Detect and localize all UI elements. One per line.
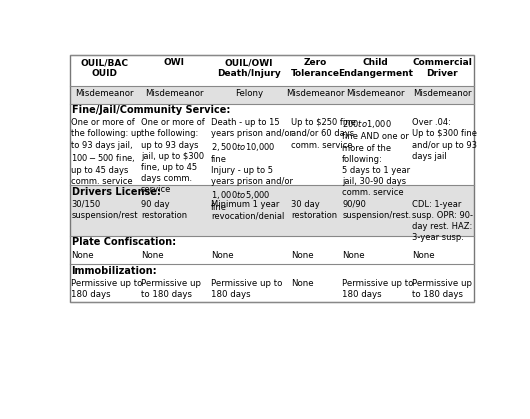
Text: OWI: OWI (164, 58, 185, 67)
Text: Misdemeanor: Misdemeanor (413, 89, 471, 98)
Text: 90/90
suspension/rest.: 90/90 suspension/rest. (342, 200, 411, 220)
Text: None: None (71, 251, 94, 260)
Text: Child
Endangerment: Child Endangerment (338, 58, 413, 78)
Text: 30/150
suspension/rest: 30/150 suspension/rest (71, 200, 138, 220)
Text: 90 day
restoration: 90 day restoration (141, 200, 187, 220)
Text: None: None (141, 251, 164, 260)
Bar (69, 264, 474, 277)
Bar (69, 277, 474, 302)
Bar (69, 86, 474, 104)
Text: Misdemeanor: Misdemeanor (145, 89, 204, 98)
Text: One or more of
the following: up
to 93 days jail,
$100-$500 fine,
up to 45 days
: One or more of the following: up to 93 d… (71, 118, 142, 186)
Text: OUIL/OWI
Death/Injury: OUIL/OWI Death/Injury (217, 58, 281, 78)
Text: Permissive up to
180 days: Permissive up to 180 days (71, 279, 143, 300)
Text: Up to $250 fine
and/or 60 days
comm. service: Up to $250 fine and/or 60 days comm. ser… (291, 118, 356, 150)
Text: Permissive up to
180 days: Permissive up to 180 days (211, 279, 282, 300)
Text: $200 to $1,000
fine AND one or
more of the
following:
5 days to 1 year
jail, 30-: $200 to $1,000 fine AND one or more of t… (342, 118, 410, 197)
Text: Fine/Jail/Community Service:: Fine/Jail/Community Service: (72, 106, 230, 116)
Text: CDL: 1-year
susp. OPR: 90-
day rest. HAZ:
3-year susp.: CDL: 1-year susp. OPR: 90- day rest. HAZ… (412, 200, 473, 242)
Text: None: None (342, 251, 365, 260)
Bar (69, 198, 474, 236)
Text: One or more of
the following:
up to 93 days
jail, up to $300
fine, up to 45
days: One or more of the following: up to 93 d… (141, 118, 205, 194)
Text: Minimum 1 year
revocation/denial: Minimum 1 year revocation/denial (211, 200, 284, 220)
Text: Misdemeanor: Misdemeanor (75, 89, 134, 98)
Text: None: None (211, 251, 233, 260)
Text: None: None (412, 251, 435, 260)
Text: OUIL/BAC
OUID: OUIL/BAC OUID (81, 58, 128, 78)
Text: Immobilization:: Immobilization: (72, 266, 157, 276)
Bar (69, 236, 474, 248)
Text: 30 day
restoration: 30 day restoration (291, 200, 337, 220)
Text: Plate Confiscation:: Plate Confiscation: (72, 238, 176, 247)
Text: Over .04:
Up to $300 fine
and/or up to 93
days jail: Over .04: Up to $300 fine and/or up to 9… (412, 118, 477, 160)
Text: Permissive up to
180 days: Permissive up to 180 days (342, 279, 413, 300)
Text: Zero
Tolerance: Zero Tolerance (290, 58, 339, 78)
Text: Commercial
Driver: Commercial Driver (412, 58, 472, 78)
Text: Felony: Felony (235, 89, 263, 98)
Bar (69, 116, 474, 186)
Bar (69, 104, 474, 116)
Bar (69, 55, 474, 86)
Bar (69, 55, 474, 302)
Text: Permissive up
to 180 days: Permissive up to 180 days (141, 279, 201, 300)
Text: None: None (291, 279, 314, 288)
Text: Drivers License:: Drivers License: (72, 187, 161, 197)
Text: Permissive up
to 180 days: Permissive up to 180 days (412, 279, 472, 300)
Text: Misdemeanor: Misdemeanor (346, 89, 405, 98)
Text: Death - up to 15
years prison and/or
$2,500 to $10,000
fine
Injury - up to 5
yea: Death - up to 15 years prison and/or $2,… (211, 118, 293, 212)
Text: Misdemeanor: Misdemeanor (286, 89, 344, 98)
Bar (69, 248, 474, 264)
Bar (69, 186, 474, 198)
Text: None: None (291, 251, 314, 260)
